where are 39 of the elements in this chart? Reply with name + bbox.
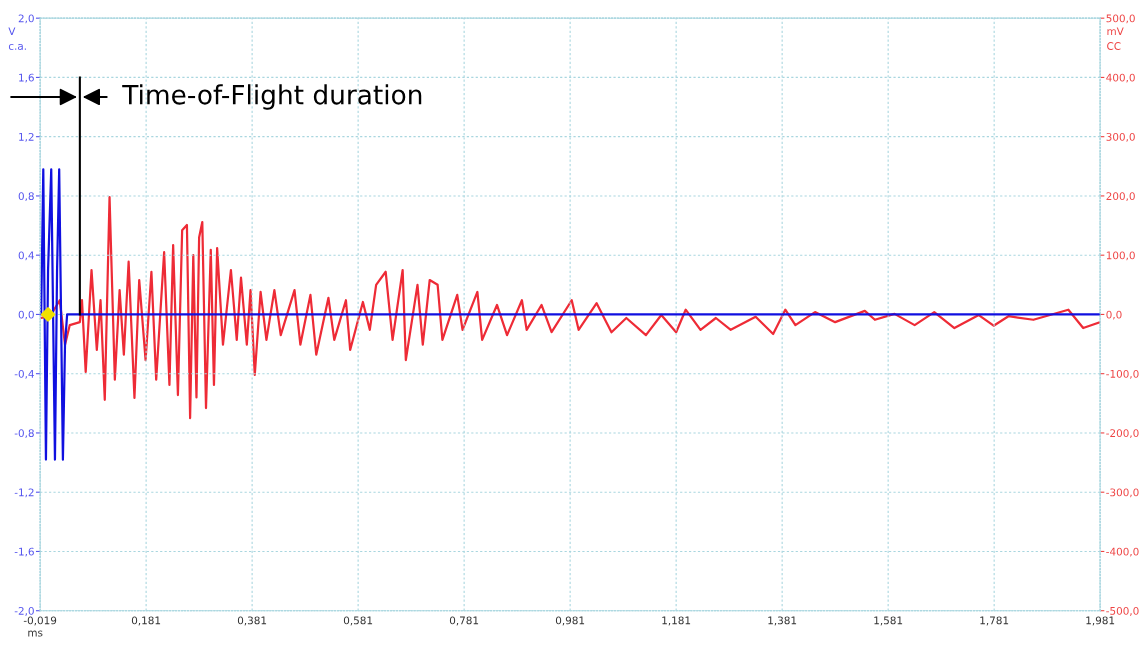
y2-tick-label: 500,0: [1106, 14, 1135, 24]
line-series: [40, 168, 1101, 461]
y2-tick-label: 300,0: [1106, 132, 1135, 142]
x-tick-label: 1,181: [662, 616, 691, 626]
y-tick-label: 0,4: [18, 251, 34, 261]
y-tick-label: 2,0: [18, 14, 34, 24]
y-tick-label: -1,2: [14, 488, 34, 498]
x-tick-label: 0,181: [131, 616, 161, 626]
x-tick-label: 0,381: [237, 616, 267, 626]
x-tick-label: 0,581: [343, 616, 373, 626]
x-tick-label: 1,581: [874, 616, 903, 626]
y-tick-label: -2,0: [14, 606, 34, 616]
y-tick-label: 0,8: [18, 192, 34, 202]
y2-tick-label: 200,0: [1106, 192, 1135, 202]
y2-tick-label: -100,0: [1106, 369, 1139, 379]
y2-tick-label: 0,0: [1106, 310, 1122, 320]
y2-tick-label: 100,0: [1106, 251, 1135, 261]
x-axis-title: ms: [28, 630, 43, 637]
y2-axis-title: mV CC: [1107, 27, 1124, 50]
y-tick-label: 0,0: [18, 310, 34, 320]
y2-tick-label: 400,0: [1106, 73, 1135, 83]
y2-tick-label: -200,0: [1106, 429, 1139, 439]
y-tick-label: -1,6: [14, 547, 34, 557]
x-tick-label: 1,781: [980, 616, 1009, 626]
y2-tick-label: -400,0: [1106, 547, 1139, 557]
y-axis-title: V c.a.: [8, 27, 26, 50]
y2-tick-label: -300,0: [1106, 488, 1139, 498]
line-series: [40, 196, 1101, 420]
y-tick-label: -0,4: [14, 369, 34, 379]
x-tick-label: 1,981: [1086, 616, 1115, 626]
x-tick-label: -0,019: [23, 616, 57, 626]
annotation: Time-of-Flight duration: [122, 84, 422, 110]
y2-tick-label: -500,0: [1106, 606, 1139, 616]
y-tick-label: 1,2: [19, 132, 34, 142]
x-tick-label: 0,781: [449, 616, 479, 626]
x-tick-label: 1,381: [768, 616, 797, 626]
x-tick-label: 0,981: [555, 616, 585, 626]
y-tick-label: -0,8: [14, 429, 34, 439]
y-tick-label: 1,6: [19, 73, 34, 83]
